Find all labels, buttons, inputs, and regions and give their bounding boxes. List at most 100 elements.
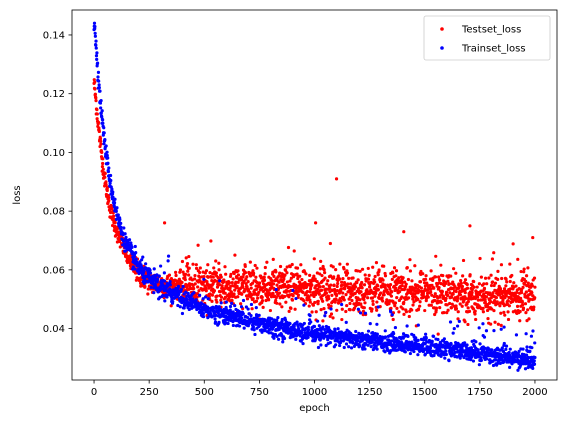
data-point (433, 292, 437, 296)
data-point (233, 288, 237, 292)
data-point (475, 285, 479, 289)
data-point (317, 292, 321, 296)
data-point (113, 197, 117, 201)
data-point (468, 224, 472, 228)
data-point (402, 300, 406, 304)
data-point (260, 295, 264, 299)
data-point (382, 264, 386, 268)
data-point (181, 284, 185, 289)
data-point (472, 280, 476, 284)
data-point (418, 304, 422, 308)
data-point (363, 347, 367, 351)
data-point (463, 291, 467, 295)
data-point (369, 280, 373, 285)
data-point (464, 296, 468, 301)
data-point (340, 317, 344, 322)
data-point (460, 304, 464, 308)
data-point (328, 290, 332, 294)
data-point (271, 291, 275, 295)
data-point (413, 264, 417, 268)
data-point (328, 241, 332, 246)
data-point (240, 292, 244, 296)
data-point (356, 307, 360, 311)
data-point (449, 274, 453, 278)
data-point (323, 314, 327, 318)
data-point (340, 302, 344, 307)
data-point (319, 336, 323, 341)
data-point (236, 273, 241, 277)
data-point (340, 280, 344, 284)
data-point (375, 332, 379, 336)
data-point (376, 273, 380, 277)
data-point (112, 214, 116, 218)
data-point (317, 324, 321, 328)
data-point (444, 352, 448, 357)
data-point (206, 297, 210, 301)
data-point (256, 296, 260, 300)
data-point (332, 275, 336, 279)
data-point (458, 302, 462, 306)
data-point (213, 320, 218, 324)
data-point (174, 273, 178, 278)
data-point (459, 279, 463, 283)
data-point (309, 320, 313, 324)
data-point (487, 276, 491, 280)
data-point (446, 293, 450, 298)
data-point (209, 239, 213, 243)
data-point (408, 269, 412, 273)
data-point (430, 339, 434, 343)
data-point (245, 294, 249, 298)
data-point (508, 262, 512, 266)
data-point (201, 297, 205, 301)
data-point (180, 280, 184, 284)
x-axis-title: epoch (299, 403, 329, 414)
data-point (271, 282, 276, 286)
data-point (148, 271, 153, 275)
data-point (339, 299, 343, 303)
data-point (288, 264, 292, 269)
x-tick-label: 250 (140, 387, 159, 398)
data-point (439, 354, 443, 358)
data-point (433, 299, 437, 303)
data-point (282, 336, 287, 341)
data-point (514, 333, 519, 337)
data-point (342, 298, 346, 302)
data-point (363, 273, 367, 277)
data-point (328, 274, 333, 278)
data-point (377, 313, 381, 317)
data-point (264, 298, 268, 303)
data-point (491, 291, 495, 295)
data-point (261, 289, 265, 293)
data-point (284, 300, 288, 304)
data-point (206, 275, 210, 279)
data-point (532, 362, 537, 366)
data-point (358, 298, 362, 302)
data-point (466, 306, 470, 310)
data-point (195, 291, 200, 296)
x-tick-label: 1250 (357, 387, 382, 398)
data-point (275, 301, 279, 305)
data-point (404, 310, 409, 314)
data-point (196, 285, 200, 289)
data-point (492, 251, 496, 255)
data-point (217, 268, 221, 272)
data-point (351, 276, 355, 280)
data-point (321, 319, 325, 323)
legend: Testset_loss Trainset_loss (423, 15, 551, 61)
data-point (285, 289, 289, 293)
data-point (328, 341, 332, 345)
data-point (219, 275, 223, 279)
data-point (388, 299, 392, 303)
data-point (190, 297, 195, 301)
data-point (319, 308, 323, 312)
data-point (449, 306, 453, 310)
data-point (383, 350, 387, 354)
data-point (105, 153, 109, 158)
data-point (328, 314, 332, 318)
data-point (419, 269, 423, 274)
data-point (374, 260, 379, 265)
data-point (406, 277, 411, 282)
data-point (98, 101, 103, 105)
data-point (249, 313, 253, 318)
data-point (307, 295, 311, 299)
